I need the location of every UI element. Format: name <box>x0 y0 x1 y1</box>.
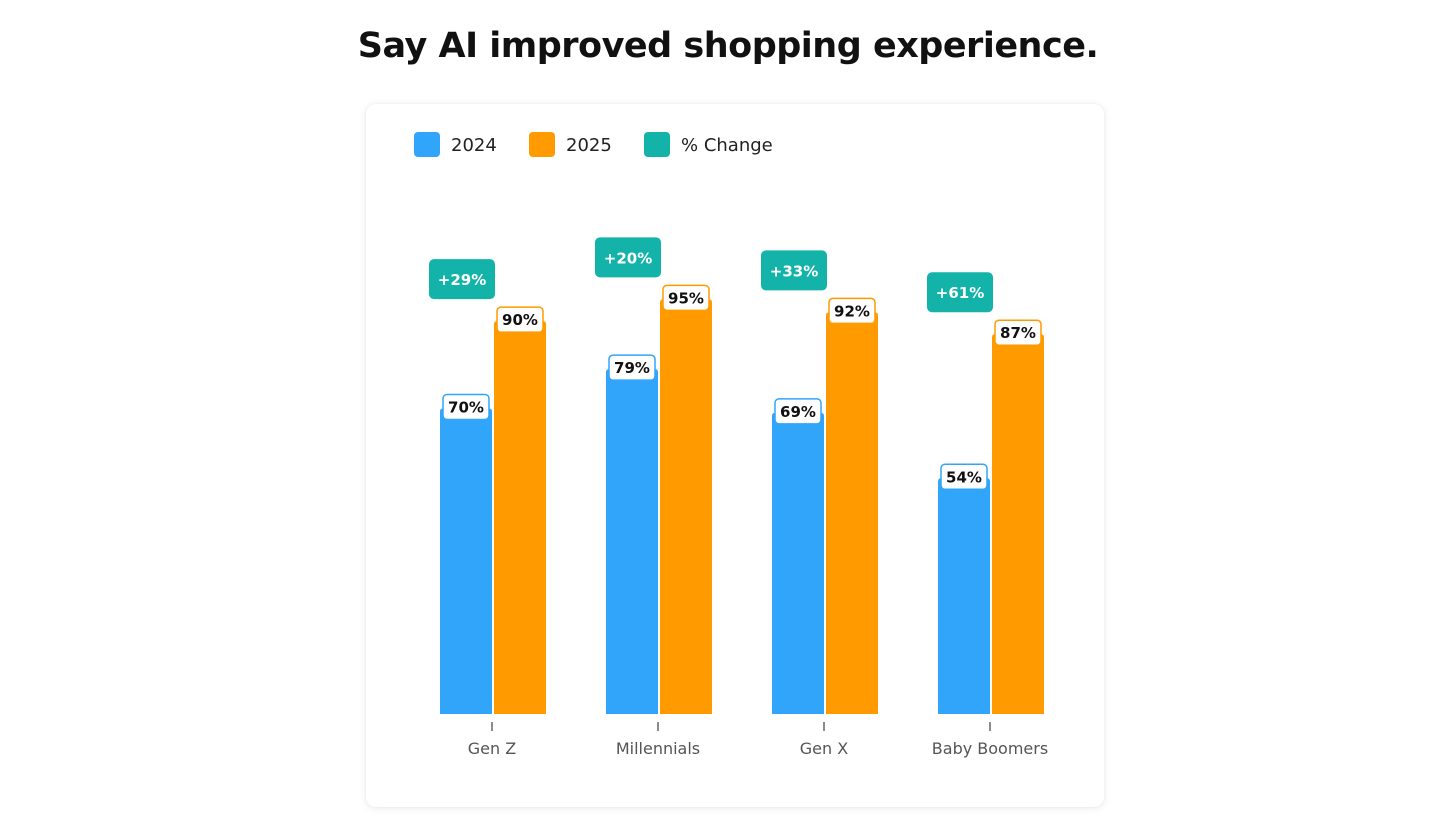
legend-label-2024: 2024 <box>451 135 497 156</box>
bar-2024-gen-x <box>772 412 824 714</box>
value-label-box-2024-4 <box>940 463 988 491</box>
data-labels: 70% 90% +29% 79% 95% +20% 69% 92% +33% 54% 87% +61% <box>429 237 1042 491</box>
value-label-box-2024-2 <box>608 354 656 381</box>
legend-swatch-2024 <box>414 132 440 157</box>
value-label-box-2025-3 <box>828 297 876 325</box>
bar-2024-millennials <box>606 369 658 714</box>
page-title: Say AI improved shopping experience. <box>357 26 1099 66</box>
value-label-2024-2: 79% <box>614 359 650 377</box>
legend-swatch-2025 <box>529 132 555 157</box>
value-label-2025-1: 90% <box>502 311 538 329</box>
bar-2025-baby-boomers <box>992 334 1044 714</box>
bar-2025-gen-x <box>826 312 878 714</box>
value-label-box-2024-1 <box>442 393 490 421</box>
change-label-2: +20% <box>604 249 652 267</box>
change-badge-1 <box>429 259 495 300</box>
x-tick-label-2: Millennials <box>616 739 700 758</box>
value-label-2025-3: 92% <box>834 302 870 320</box>
value-label-box-2025-4 <box>994 319 1042 346</box>
change-badge-4 <box>927 272 993 313</box>
value-label-box-2025-1 <box>496 306 544 333</box>
value-label-2024-4: 54% <box>946 468 982 486</box>
value-label-box-2025-2 <box>662 284 710 312</box>
x-axis: Gen Z Millennials Gen X Baby Boomers <box>468 722 1048 758</box>
bars <box>440 299 1044 714</box>
value-label-2024-3: 69% <box>780 403 816 421</box>
legend-swatch-change <box>644 132 670 157</box>
x-tick-label-1: Gen Z <box>468 739 516 758</box>
value-label-2025-4: 87% <box>1000 324 1036 342</box>
x-tick-label-4: Baby Boomers <box>932 739 1048 758</box>
bar-2025-gen-z <box>494 321 546 714</box>
value-label-2025-2: 95% <box>668 289 704 307</box>
value-label-box-2024-3 <box>774 398 822 425</box>
legend: 2024 2025 % Change <box>414 132 773 157</box>
change-label-1: +29% <box>438 271 486 289</box>
change-badge-2 <box>595 237 661 278</box>
legend-label-change: % Change <box>681 135 773 156</box>
change-label-3: +33% <box>770 262 818 280</box>
change-badge-3 <box>761 250 827 291</box>
change-label-4: +61% <box>936 284 984 302</box>
bar-2024-baby-boomers <box>938 478 990 714</box>
legend-label-2025: 2025 <box>566 135 612 156</box>
value-label-2024-1: 70% <box>448 398 484 416</box>
bar-2024-gen-z <box>440 408 492 714</box>
x-tick-label-3: Gen X <box>800 739 848 758</box>
bar-2025-millennials <box>660 299 712 714</box>
